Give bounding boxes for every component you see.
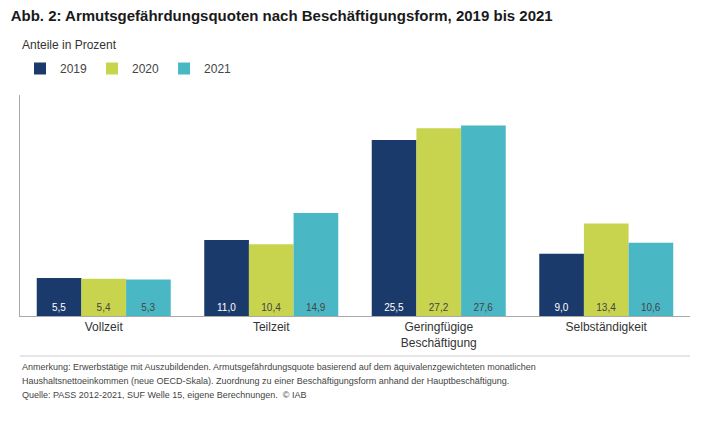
svg-text:27,6: 27,6: [473, 302, 493, 313]
svg-text:5,4: 5,4: [97, 302, 111, 313]
svg-text:10,4: 10,4: [261, 302, 281, 313]
svg-text:9,0: 9,0: [554, 302, 568, 313]
svg-text:5,5: 5,5: [52, 302, 66, 313]
svg-text:14,9: 14,9: [306, 302, 326, 313]
svg-text:10,6: 10,6: [641, 302, 661, 313]
svg-text:Selbständigkeit: Selbständigkeit: [566, 320, 648, 334]
svg-text:Teilzeit: Teilzeit: [253, 320, 290, 334]
svg-text:2020: 2020: [132, 62, 159, 76]
svg-text:2021: 2021: [204, 62, 231, 76]
svg-text:27,2: 27,2: [429, 302, 449, 313]
svg-text:Anteile in Prozent: Anteile in Prozent: [22, 38, 117, 52]
svg-text:GeringfügigeBeschäftigung: GeringfügigeBeschäftigung: [401, 320, 477, 350]
svg-text:25,5: 25,5: [384, 302, 404, 313]
svg-text:5,3: 5,3: [141, 302, 155, 313]
svg-text:2019: 2019: [60, 62, 87, 76]
svg-text:Vollzeit: Vollzeit: [85, 320, 124, 334]
svg-text:13,4: 13,4: [596, 302, 616, 313]
svg-text:Haushaltsnettoeinkommen (neue: Haushaltsnettoeinkommen (neue OECD-Skala…: [22, 376, 509, 386]
svg-text:Anmerkung: Erwerbstätige mit A: Anmerkung: Erwerbstätige mit Auszubilden…: [22, 362, 536, 372]
svg-text:Abb. 2: Armutsgefährdungsquote: Abb. 2: Armutsgefährdungsquoten nach Bes…: [11, 7, 553, 24]
svg-text:11,0: 11,0: [217, 302, 236, 313]
svg-text:Quelle: PASS 2012-2021, SUF We: Quelle: PASS 2012-2021, SUF Welle 15, ei…: [22, 390, 306, 400]
